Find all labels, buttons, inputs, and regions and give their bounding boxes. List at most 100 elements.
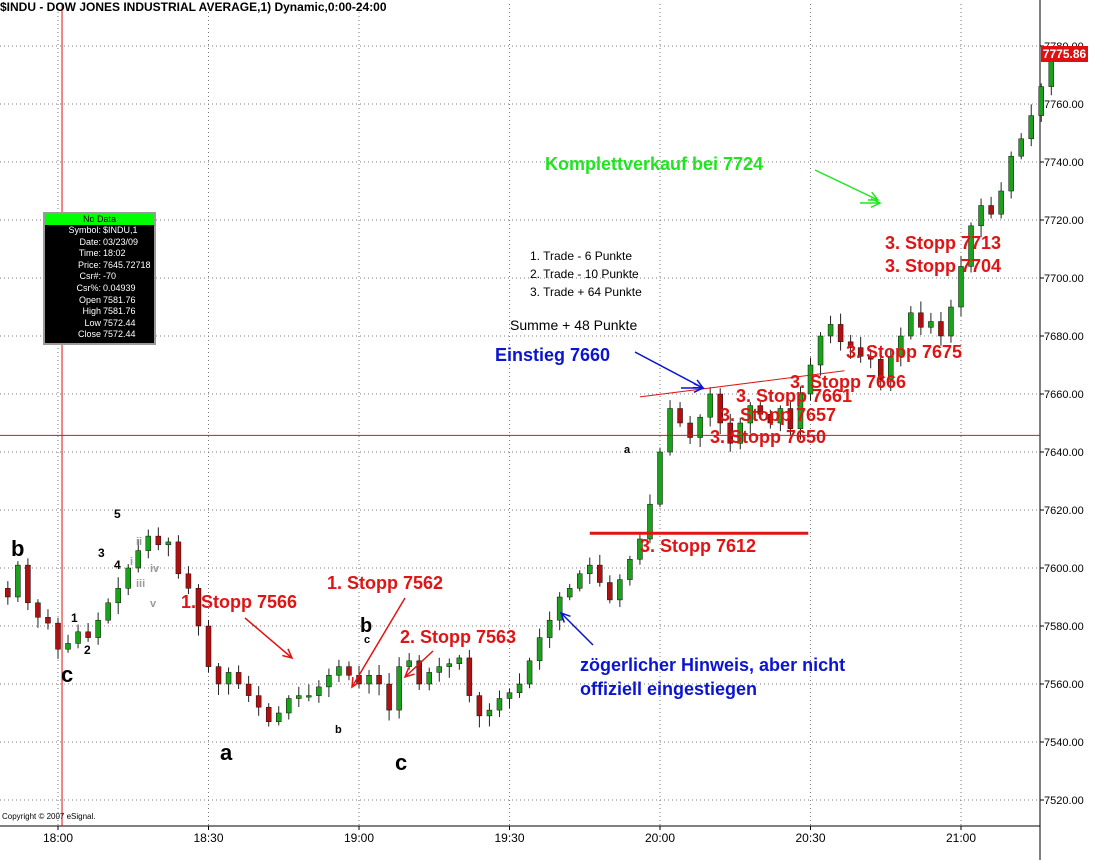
x-tick-label: 19:30	[494, 831, 524, 845]
candle-body	[85, 631, 91, 638]
last-price-tag: 7775.86	[1041, 46, 1088, 62]
summary-line: 1. Trade - 6 Punkte	[530, 249, 632, 263]
y-tick-label: 7560.00	[1044, 679, 1084, 691]
wave-label: c	[61, 662, 73, 687]
candle-body	[25, 564, 31, 604]
candle-body	[1028, 115, 1034, 140]
candle-body	[998, 190, 1004, 215]
annotation-text: 3. Stopp 7657	[720, 405, 836, 425]
candle-body	[456, 657, 463, 664]
annotation-text: 3. Stopp 7666	[790, 372, 906, 392]
data-window-row: Symbol: $INDU,1	[45, 225, 154, 237]
candle-body	[576, 573, 583, 589]
candle-body	[938, 321, 944, 337]
data-window-key: Low	[84, 317, 101, 328]
candle-body	[195, 588, 202, 627]
wave-label: 1	[71, 611, 78, 625]
wave-label: c	[364, 634, 370, 646]
candle-body	[316, 686, 322, 696]
arrow-head	[351, 676, 361, 689]
candle-body	[546, 619, 553, 638]
y-tick-label: 7680.00	[1044, 331, 1084, 343]
candle-body	[125, 567, 131, 589]
candle-body	[717, 393, 723, 424]
data-window-key: Price:	[77, 259, 101, 270]
data-window-row: Price: 7645.72718	[45, 260, 154, 272]
candle-body	[637, 538, 643, 560]
candlestick-series	[5, 47, 1072, 728]
candle-body	[155, 535, 162, 546]
candle-body	[496, 698, 503, 711]
wave-label: ii	[136, 536, 142, 548]
candle-body	[777, 408, 784, 424]
x-tick-label: 19:00	[344, 831, 374, 845]
arrow-head	[870, 197, 882, 209]
candle-body	[817, 335, 824, 366]
candle-body	[235, 672, 242, 685]
summary-line: 2. Trade - 10 Punkte	[530, 267, 639, 281]
y-tick-label: 7740.00	[1044, 157, 1084, 169]
annotation-text: Komplettverkauf bei 7724	[545, 154, 763, 174]
data-window-key: Csr%:	[76, 282, 102, 293]
candle-body	[707, 393, 713, 418]
candle-body	[536, 637, 543, 662]
candle-body	[265, 706, 272, 722]
data-window-row: Open 7581.76	[45, 295, 154, 307]
candle-body	[837, 324, 844, 343]
data-window-value: 18:02	[103, 248, 126, 259]
candle-body	[446, 663, 453, 667]
data-window-value: 0.04939	[103, 282, 136, 293]
wave-label: 3	[98, 546, 105, 560]
data-window-value: 7572.44	[103, 317, 136, 328]
candle-body	[306, 695, 312, 698]
crosshair	[0, 4, 1040, 826]
candle-body	[165, 541, 172, 546]
candle-body	[436, 666, 443, 673]
x-tick-label: 18:30	[193, 831, 223, 845]
candle-body	[35, 602, 41, 618]
candle-body	[416, 660, 422, 685]
data-window[interactable]: No Data Symbol: $INDU,1 Date: 03/23/09 Time:…	[43, 212, 156, 345]
candle-body	[286, 698, 292, 714]
data-window-value: 03/23/09	[103, 236, 139, 247]
candle-body	[787, 408, 794, 430]
candle-body	[255, 695, 262, 708]
candle-body	[697, 416, 703, 438]
data-window-key: Open	[78, 294, 101, 305]
candle-body	[827, 324, 834, 337]
candle-body	[918, 312, 924, 328]
candle-body	[597, 564, 603, 583]
copyright: Copyright © 2007 eSignal.	[2, 812, 96, 821]
candle-body	[898, 335, 904, 357]
candle-body	[807, 364, 814, 395]
annotation-text: 3. Stopp 7704	[885, 256, 1001, 276]
x-tick-label: 20:30	[795, 831, 825, 845]
candle-body	[948, 306, 954, 337]
annotation-text: 3. Stopp 7612	[640, 536, 756, 556]
overlay-lines	[589, 370, 845, 535]
data-window-value: 7581.76	[103, 306, 136, 317]
candle-body	[245, 683, 252, 696]
candle-body	[747, 405, 754, 424]
data-window-value: 7645.72718	[103, 259, 151, 270]
candle-body	[657, 451, 663, 505]
wave-label: b	[360, 615, 372, 637]
y-tick-label: 7760.00	[1044, 99, 1084, 111]
annotation-arrow	[634, 351, 704, 389]
x-tick-label: 21:00	[946, 831, 976, 845]
candle-body	[1038, 86, 1045, 116]
candle-body	[1008, 155, 1014, 192]
annotations: 1. Stopp 7566 1. Stopp 7562 2. Stopp 7563 3…	[181, 154, 1001, 699]
candle-body	[928, 321, 934, 328]
y-tick-label: 7520.00	[1044, 795, 1084, 807]
candle-body	[647, 503, 653, 540]
data-window-rows: Symbol: $INDU,1 Date: 03/23/09 Time: 18:02 Pri…	[45, 225, 154, 341]
data-window-row: Csr%: 0.04939	[45, 283, 154, 295]
candle-body	[15, 564, 21, 598]
arrow-head	[693, 382, 705, 394]
y-tick-label: 7700.00	[1044, 273, 1084, 285]
candle-body	[386, 683, 392, 711]
candle-body	[75, 631, 81, 644]
candle-body	[767, 414, 774, 424]
data-window-value: 7572.44	[103, 329, 136, 340]
